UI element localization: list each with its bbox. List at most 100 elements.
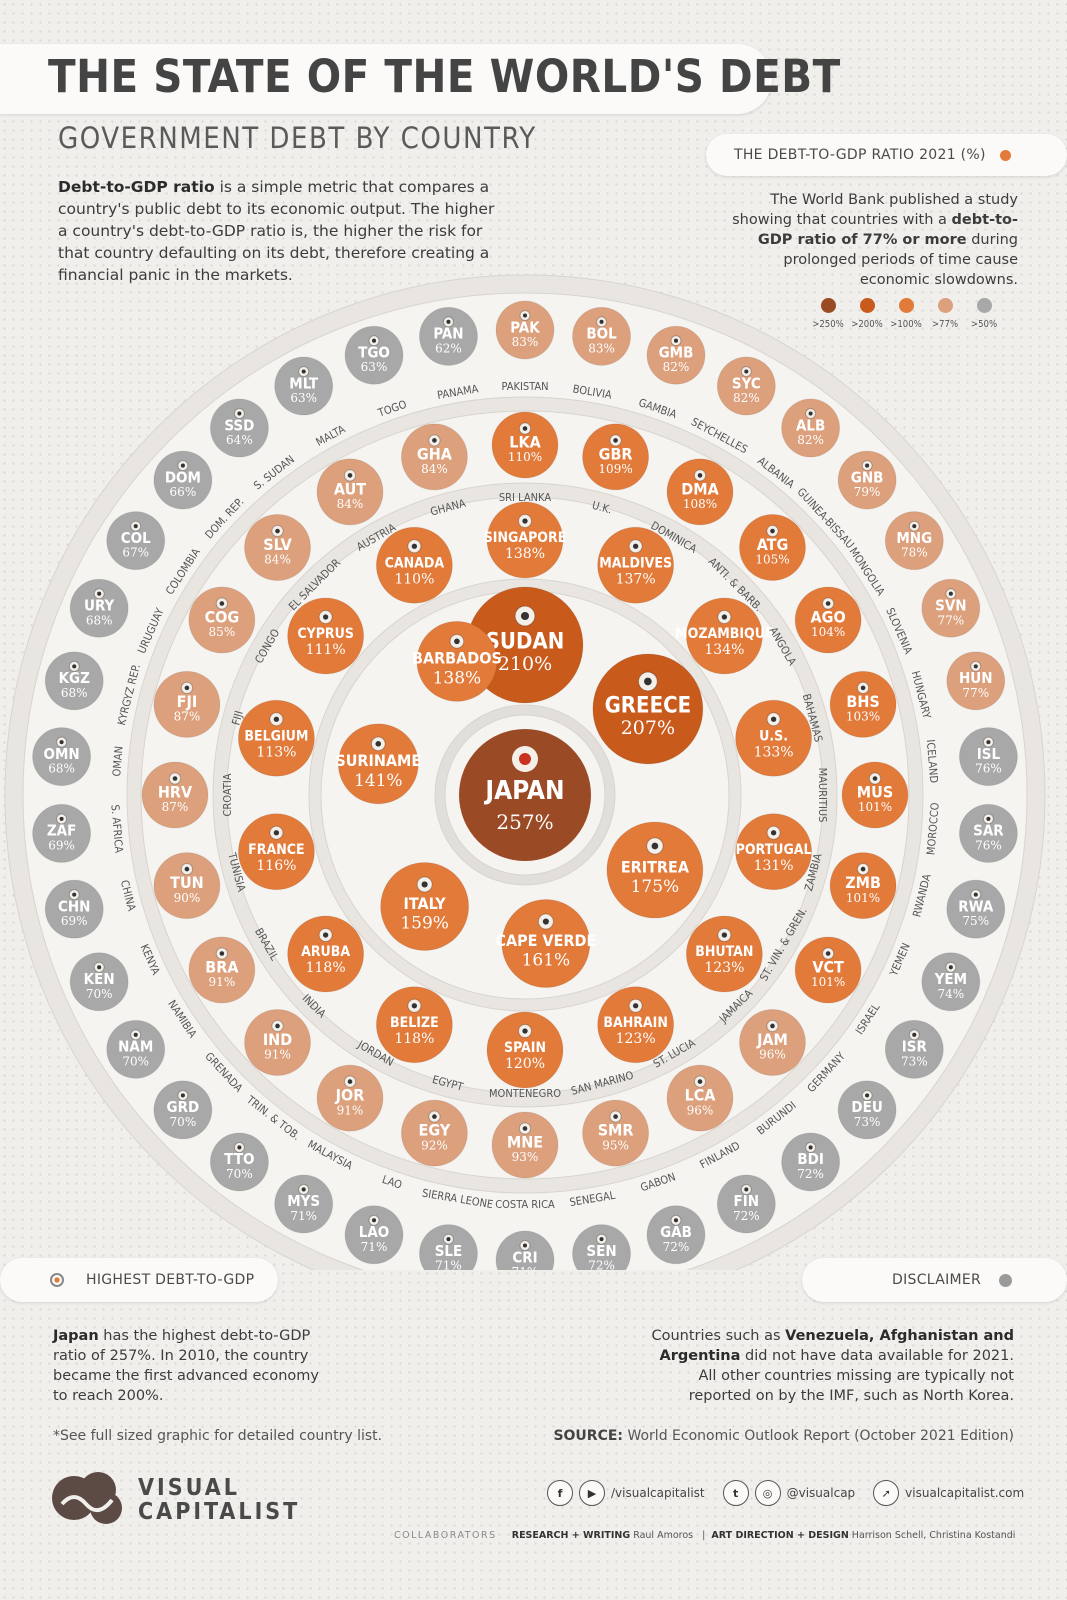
wb-text1: The World Bank published a study showing… [732, 192, 1018, 228]
country-bubble [237, 699, 315, 777]
social-handle-2[interactable]: @visualcap [786, 1486, 856, 1500]
bubble-country-label: IND [263, 1030, 292, 1049]
country-bubble [735, 699, 813, 777]
country-bubble [946, 651, 1006, 711]
legend-item: >200% [847, 298, 887, 330]
instagram-icon[interactable]: ◎ [754, 1480, 781, 1506]
legend-label: >250% [812, 319, 844, 330]
bubble-country-label: BARBADOS [412, 649, 502, 668]
flag-emblem-icon [59, 740, 64, 745]
flag-emblem-icon [986, 816, 991, 821]
legend-swatch [820, 298, 836, 313]
flag-emblem-icon [133, 524, 138, 529]
flag-emblem-icon [184, 685, 190, 691]
country-bubble [592, 653, 704, 765]
flag-emblem-icon [133, 1032, 138, 1037]
bubble-country-label: GHA [417, 444, 453, 463]
bubble-value-label: 68% [61, 686, 88, 700]
bubble-country-label: PAK [510, 318, 540, 336]
country-bubble [495, 1230, 555, 1270]
bubble-value-label: 70% [86, 987, 113, 1001]
bubble-country-label: TGO [358, 343, 390, 361]
bubble-value-label: 63% [361, 360, 388, 374]
legend-item: >77% [925, 298, 965, 330]
country-bubble [841, 761, 909, 829]
flag-emblem-icon [97, 965, 102, 970]
flag-emblem-icon [632, 543, 639, 549]
bubble-value-label: 83% [512, 335, 539, 349]
social-handle-1[interactable]: /visualcapitalist [611, 1486, 705, 1500]
bubble-country-label: GNB [851, 468, 884, 486]
flag-emblem-icon [180, 463, 185, 468]
bubble-country-label: ALB [796, 416, 825, 434]
flag-emblem-icon [454, 638, 460, 645]
flag-emblem-icon [411, 543, 418, 549]
country-bubble [921, 952, 981, 1012]
bubble-value-label: 63% [290, 391, 317, 405]
legend-swatch [898, 298, 914, 313]
country-bubble [646, 325, 706, 385]
legend-item: >100% [886, 298, 926, 330]
flag-emblem-icon [432, 438, 437, 443]
disclaimer-bold: Venezuela, Afghanistan and Argentina [659, 1328, 1014, 1364]
flag-emblem-icon [519, 753, 531, 765]
bubble-country-label: JAPAN [483, 776, 564, 806]
bubble-country-label: MNG [896, 529, 932, 547]
website-link[interactable]: visualcapitalist.com [905, 1486, 1025, 1500]
country-bubble [486, 501, 564, 579]
country-bubble [32, 803, 92, 863]
facebook-icon[interactable]: f [547, 1480, 573, 1506]
intro-bold: Debt-to-GDP ratio [58, 178, 215, 196]
world-bank-note: The World Bank published a study showing… [720, 190, 1018, 290]
bubble-country-label: LAO [359, 1223, 390, 1241]
country-bubble [884, 1019, 944, 1079]
logo-line2: CAPITALIST [138, 1499, 301, 1525]
country-bubble [153, 1080, 213, 1140]
country-bubble [582, 423, 650, 491]
bubble-value-label: 77% [937, 613, 964, 627]
bubble-country-label: TTO [224, 1150, 254, 1168]
flag-emblem-icon [770, 528, 775, 534]
bubble-value-label: 123% [616, 1031, 656, 1047]
country-bubble [738, 514, 806, 582]
country-bubble [794, 936, 862, 1004]
bubble-value-label: 110% [394, 571, 434, 587]
bubble-value-label: 84% [337, 497, 364, 511]
bubble-country-label: YEM [934, 970, 967, 988]
bubble-country-label: OMN [43, 745, 79, 763]
country-bubble [400, 1099, 468, 1167]
country-bubble [597, 526, 675, 604]
bubble-country-label: MOZAMBIQUE [675, 626, 773, 642]
logo-wordmark: VISUAL CAPITALIST [138, 1476, 300, 1524]
social-links: f ▶ /visualcapitalist t ◎ @visualcap ➚ v… [547, 1480, 1024, 1506]
bubble-country-label: VCT [812, 957, 844, 976]
bubble-value-label: 84% [264, 553, 291, 567]
country-bubble [380, 861, 470, 951]
country-bubble [501, 899, 591, 989]
bubble-value-label: 207% [621, 717, 675, 739]
footnote: *See full sized graphic for detailed cou… [53, 1428, 383, 1444]
bubble-country-label: FRANCE [248, 842, 304, 858]
country-bubble [400, 423, 468, 491]
disclaimer-note: Countries such as Venezuela, Afghanistan… [640, 1326, 1014, 1406]
bubble-country-label: CANADA [385, 555, 445, 571]
youtube-icon[interactable]: ▶ [579, 1480, 605, 1506]
country-bubble [486, 1011, 564, 1089]
bubble-country-label: JOR [335, 1086, 365, 1105]
flag-emblem-icon [522, 518, 528, 524]
bubble-country-label: PORTUGAL [736, 842, 812, 858]
flag-emblem-icon [744, 369, 749, 374]
twitter-icon[interactable]: t [722, 1480, 749, 1506]
bubble-value-label: 105% [755, 553, 789, 567]
bubble-value-label: 87% [162, 800, 189, 814]
bubble-value-label: 78% [901, 546, 928, 560]
cursor-icon[interactable]: ➚ [873, 1480, 900, 1506]
bubble-country-label: BHUTAN [695, 944, 753, 960]
flag-emblem-icon [522, 1126, 528, 1131]
country-bubble [716, 356, 776, 416]
country-bubble [781, 398, 841, 458]
bubble-country-label: URY [84, 596, 115, 614]
flag-emblem-icon [180, 1093, 185, 1098]
flag-emblem-icon [912, 1032, 917, 1037]
